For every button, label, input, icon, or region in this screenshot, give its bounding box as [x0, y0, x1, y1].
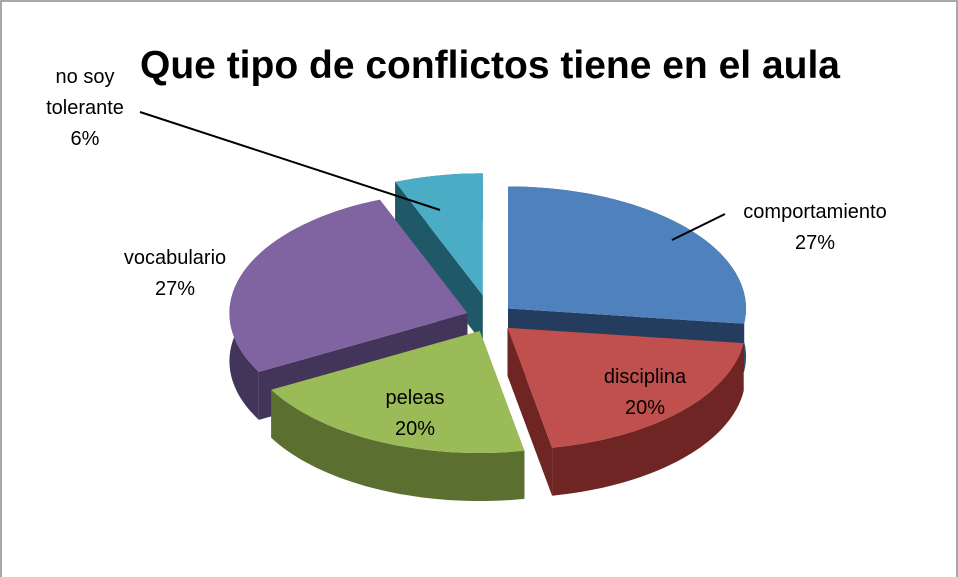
category-label: no soy tolerante: [46, 66, 124, 119]
slice-side: [552, 343, 744, 496]
category-label: comportamiento: [743, 201, 887, 223]
data-label: comportamiento 27%: [725, 197, 905, 259]
data-label: peleas 20%: [355, 383, 475, 445]
value-label: 6%: [70, 128, 100, 150]
value-label: 27%: [154, 278, 196, 300]
slice-wall: [507, 327, 553, 496]
category-label: vocabulario: [123, 247, 227, 269]
pie-slice: [395, 173, 483, 296]
pie-slice: [229, 199, 468, 372]
pie-slice: [507, 327, 744, 448]
category-label: peleas: [385, 387, 445, 409]
slice-side: [271, 389, 525, 502]
value-label: 27%: [794, 232, 836, 254]
category-label: disciplina: [603, 366, 687, 388]
pie-slice: [508, 186, 747, 324]
value-label: 20%: [394, 418, 436, 440]
data-label: no soy tolerante 6%: [30, 62, 140, 155]
data-label: vocabulario 27%: [100, 243, 250, 305]
pie: [229, 173, 747, 502]
chart-title: Que tipo de conflictos tiene en el aula: [140, 44, 840, 87]
leader-line: [139, 111, 441, 211]
pie-slice: [271, 331, 525, 454]
data-label: disciplina 20%: [575, 362, 715, 424]
leader-line: [671, 213, 726, 241]
value-label: 20%: [624, 397, 666, 419]
